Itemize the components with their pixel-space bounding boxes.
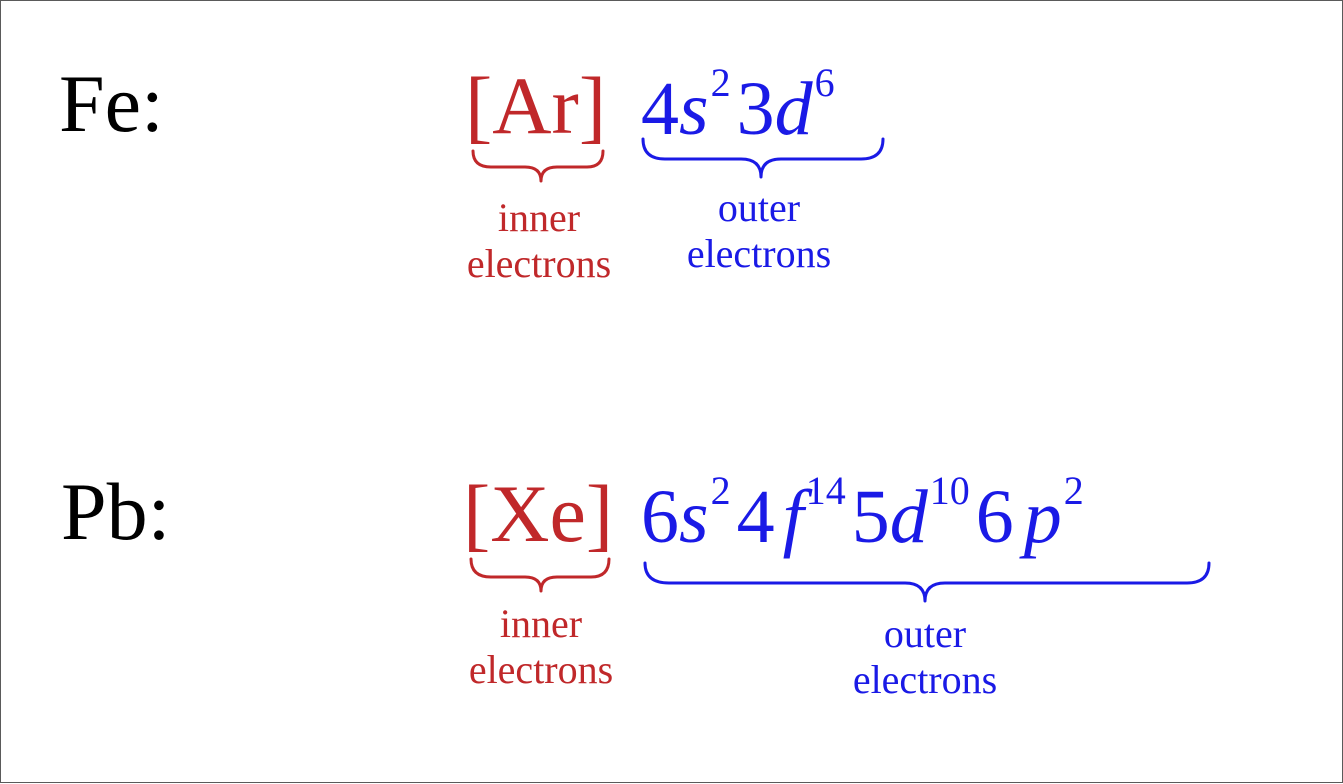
orbital-4s: 4s2 bbox=[641, 71, 737, 147]
inner-brace-pb bbox=[471, 559, 609, 591]
inner-electrons-label-fe: inner electrons bbox=[449, 195, 629, 287]
noble-gas-core-xe: [Xe] bbox=[463, 473, 613, 555]
orbital-6p: 6 p2 bbox=[976, 479, 1090, 555]
outer-electrons-label-pb: outer electrons bbox=[835, 611, 1015, 703]
orbital-4f: 4 f14 bbox=[737, 479, 852, 555]
outer-brace-pb bbox=[645, 563, 1209, 601]
orbital-3d: 3d6 bbox=[737, 71, 841, 147]
orbital-6s: 6s2 bbox=[641, 479, 737, 555]
outer-configuration-pb: 6s24 f145d106 p2 bbox=[641, 479, 1090, 555]
noble-gas-core-ar: [Ar] bbox=[465, 65, 606, 147]
inner-electrons-label-pb: inner electrons bbox=[451, 601, 631, 693]
element-symbol-pb: Pb: bbox=[61, 471, 170, 553]
outer-configuration-fe: 4s23d6 bbox=[641, 71, 841, 147]
inner-brace-fe bbox=[473, 151, 603, 181]
element-symbol-fe: Fe: bbox=[59, 63, 164, 145]
orbital-5d: 5d10 bbox=[852, 479, 976, 555]
outer-electrons-label-fe: outer electrons bbox=[669, 185, 849, 277]
